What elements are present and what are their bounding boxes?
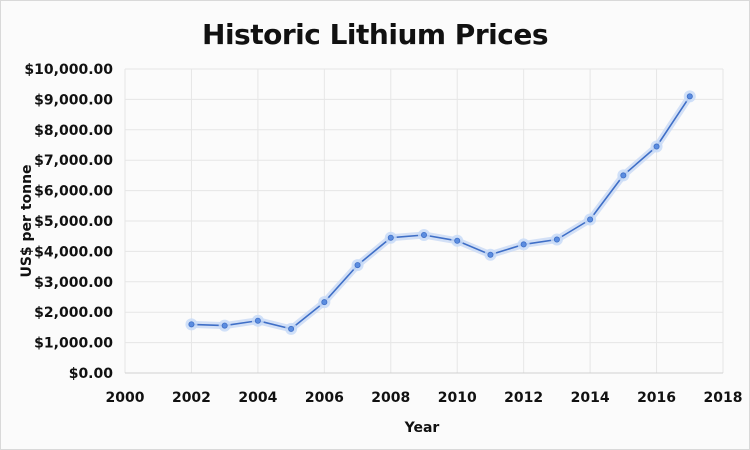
chart-title: Historic Lithium Prices (202, 18, 548, 51)
x-tick-label: 2014 (571, 390, 610, 406)
series-lithium-price (187, 92, 694, 333)
y-tick-label: $5,000.00 (34, 214, 113, 230)
data-point (520, 241, 527, 248)
data-point (321, 299, 328, 306)
data-point (454, 237, 461, 244)
x-tick-label: 2012 (504, 390, 543, 406)
y-tick-label: $3,000.00 (34, 275, 113, 291)
y-tick-label: $1,000.00 (34, 336, 113, 352)
y-tick-label: $7,000.00 (34, 153, 113, 169)
data-point (686, 93, 693, 100)
series-line (191, 95, 691, 330)
x-tick-label: 2016 (637, 390, 676, 406)
x-axis-tick-labels: 2000 2002 2004 2006 2008 2010 2012 2014 2016 2018 (106, 390, 743, 406)
x-tick-label: 2006 (305, 390, 344, 406)
data-point (354, 262, 361, 269)
x-tick-label: 2002 (172, 390, 211, 406)
x-tick-label: 2008 (371, 390, 410, 406)
x-tick-label: 2010 (438, 390, 477, 406)
data-point (487, 251, 494, 258)
x-tick-label: 2018 (704, 390, 743, 406)
y-tick-label: $0.00 (69, 366, 114, 382)
data-point (387, 234, 394, 241)
y-tick-label: $2,000.00 (34, 305, 113, 321)
series-line-glow (187, 92, 694, 333)
y-axis-title: US$ per tonne (19, 164, 35, 277)
y-tick-label: $6,000.00 (34, 184, 113, 200)
data-point (553, 236, 560, 243)
y-tick-label: $8,000.00 (34, 123, 113, 139)
x-tick-label: 2000 (106, 390, 145, 406)
data-point (587, 216, 594, 223)
x-tick-label: 2004 (238, 390, 277, 406)
y-axis-tick-labels: $0.00 $1,000.00 $2,000.00 $3,000.00 $4,000.0… (24, 62, 113, 382)
data-point (288, 325, 295, 332)
data-point (188, 321, 195, 328)
series-markers (185, 90, 696, 335)
y-tick-label: $10,000.00 (24, 62, 113, 78)
data-point (420, 231, 427, 238)
data-point (653, 143, 660, 150)
y-tick-label: $4,000.00 (34, 244, 113, 260)
data-point (620, 172, 627, 179)
data-point (221, 322, 228, 329)
data-point (254, 317, 261, 324)
x-axis-title: Year (404, 420, 440, 436)
y-tick-label: $9,000.00 (34, 92, 113, 108)
